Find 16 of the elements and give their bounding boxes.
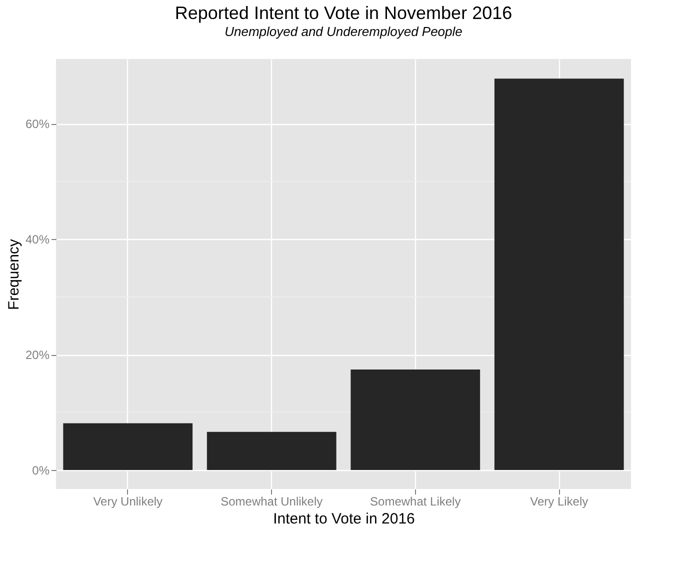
bar [494,78,624,470]
bar [63,423,193,470]
chart-subtitle: Unemployed and Underemployed People [224,24,462,39]
x-tick-label: Very Likely [530,494,588,508]
x-axis-title: Intent to Vote in 2016 [273,510,415,528]
y-tick-label: 60% [25,117,50,132]
chart-title: Reported Intent to Vote in November 2016 [174,3,512,23]
bar [206,432,336,470]
x-tick-label: Somewhat Likely [370,494,461,508]
x-tick-label: Somewhat Unlikely [220,494,323,508]
x-tick-label: Very Unlikely [93,494,163,508]
y-axis-title: Frequency [5,238,22,310]
y-tick-label: 20% [25,348,50,362]
bar [350,370,480,470]
y-tick-label: 0% [32,463,50,478]
y-tick-label: 40% [25,232,50,247]
